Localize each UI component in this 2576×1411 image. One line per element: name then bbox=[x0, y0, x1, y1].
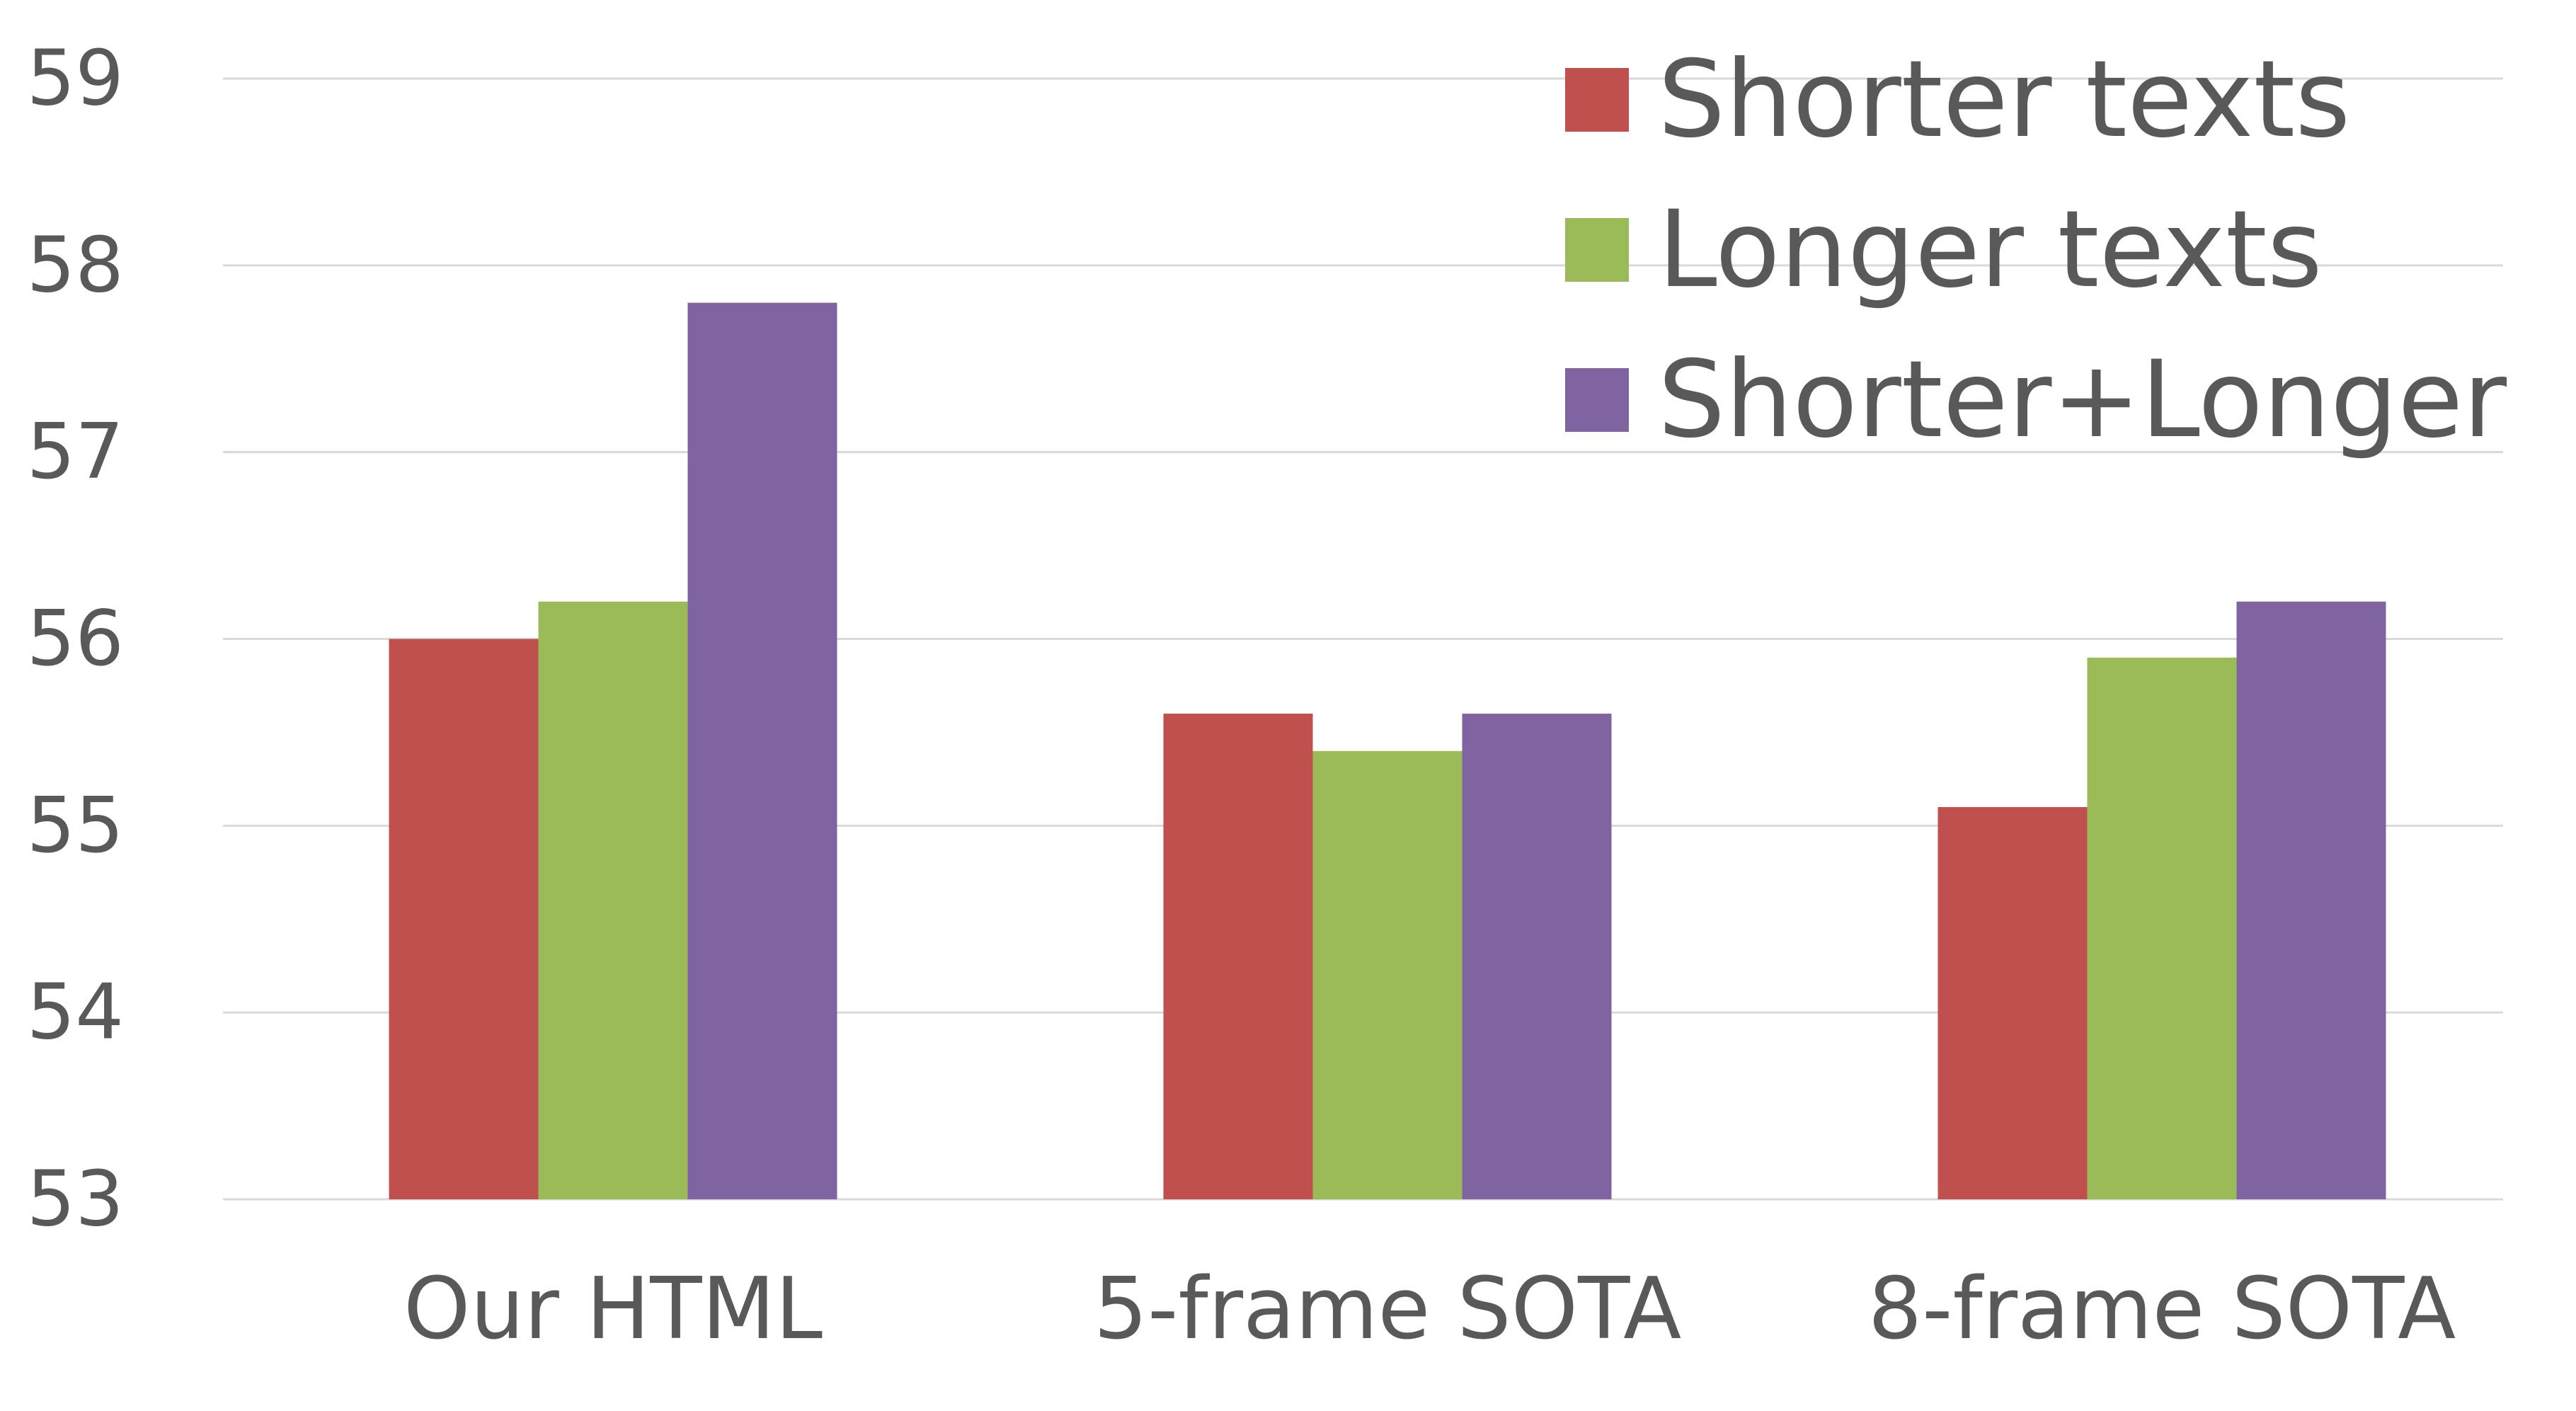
bar-2-2 bbox=[1312, 750, 1462, 1199]
x-axis-labels: Our HTML 5-frame SOTA 8-frame SOTA bbox=[403, 1260, 2456, 1359]
bar-2-1 bbox=[538, 601, 688, 1199]
legend-swatch bbox=[1565, 218, 1629, 282]
legend-label: Shorter texts bbox=[1658, 38, 2350, 161]
bars bbox=[389, 302, 2386, 1200]
y-tick-label: 54 bbox=[27, 969, 124, 1057]
legend-item: Longer texts bbox=[1565, 188, 2323, 312]
bar-3-2 bbox=[1462, 714, 1612, 1199]
y-tick-label: 55 bbox=[27, 782, 124, 870]
x-category-label: 8-frame SOTA bbox=[1868, 1260, 2456, 1359]
x-category-label: Our HTML bbox=[403, 1260, 823, 1359]
bar-1-3 bbox=[1937, 806, 2088, 1199]
bar-3-3 bbox=[2236, 601, 2386, 1199]
x-category-label: 5-frame SOTA bbox=[1094, 1260, 1681, 1359]
y-tick-label: 56 bbox=[27, 595, 124, 683]
y-tick-label: 58 bbox=[27, 221, 124, 309]
bar-1-2 bbox=[1163, 714, 1313, 1199]
y-axis-ticks: 53 54 55 56 57 58 59 bbox=[27, 35, 124, 1244]
bar-3-1 bbox=[687, 302, 837, 1200]
legend: Shorter texts Longer texts Shorter+Longer bbox=[1565, 38, 2507, 462]
legend-swatch bbox=[1565, 68, 1629, 132]
legend-swatch bbox=[1565, 368, 1629, 432]
y-tick-label: 53 bbox=[27, 1155, 124, 1244]
bar-2-3 bbox=[2087, 657, 2237, 1199]
y-tick-label: 59 bbox=[27, 35, 124, 123]
y-tick-label: 57 bbox=[27, 408, 124, 496]
bar-1-1 bbox=[389, 639, 539, 1199]
legend-label: Longer texts bbox=[1658, 188, 2323, 312]
legend-item: Shorter texts bbox=[1565, 38, 2350, 161]
legend-item: Shorter+Longer bbox=[1565, 338, 2507, 462]
legend-label: Shorter+Longer bbox=[1658, 338, 2507, 462]
